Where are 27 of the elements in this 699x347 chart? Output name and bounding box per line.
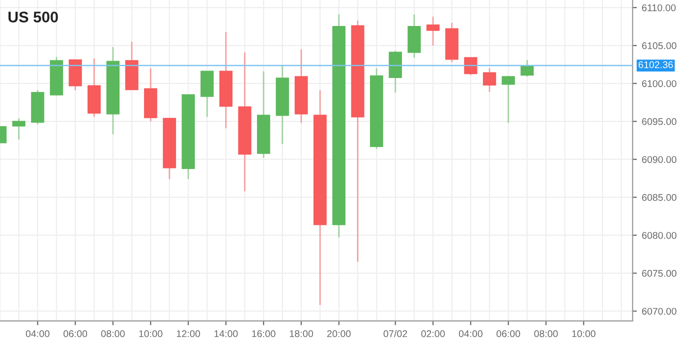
y-tick-label: 6105.00 xyxy=(642,42,676,50)
y-tick-label: 6085.00 xyxy=(642,194,676,201)
x-tick-label: 08:00 xyxy=(534,330,558,338)
y-tick-label: 6080.00 xyxy=(642,232,676,239)
x-tick-label: 04:00 xyxy=(458,330,482,338)
y-tick-label: 6095.00 xyxy=(642,118,676,126)
x-tick-label: 20:00 xyxy=(327,330,351,338)
x-tick-label: 06:00 xyxy=(64,330,88,338)
x-tick-label: 06:00 xyxy=(496,330,520,338)
x-tick-label: 10:00 xyxy=(572,330,596,338)
x-tick-label: 18:00 xyxy=(290,330,314,338)
y-tick-label: 6090.00 xyxy=(642,156,676,163)
x-tick-label: 16:00 xyxy=(252,330,276,338)
candlestick xyxy=(464,56,478,76)
x-tick-label: 14:00 xyxy=(214,330,238,338)
x-tick-label: 08:00 xyxy=(101,330,125,338)
x-tick-label: 02:00 xyxy=(421,330,445,338)
x-tick-label: 04:00 xyxy=(26,330,50,338)
ref-line-label: 6102.36 xyxy=(638,61,673,68)
text: US 500 xyxy=(8,12,58,22)
y-tick-label: 6100.00 xyxy=(642,80,676,88)
x-tick-label: 07/02 xyxy=(384,330,408,338)
y-tick-label: 6070.00 xyxy=(642,308,676,315)
x-tick-label: 12:00 xyxy=(176,330,200,338)
y-tick-label: 6075.00 xyxy=(642,270,676,277)
y-tick-label: 6110.00 xyxy=(642,4,676,12)
x-tick-label: 10:00 xyxy=(139,330,162,338)
